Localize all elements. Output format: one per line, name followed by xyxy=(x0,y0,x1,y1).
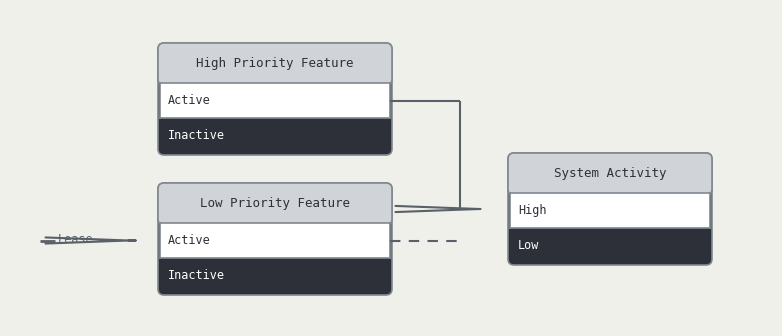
FancyBboxPatch shape xyxy=(158,43,392,85)
Text: High: High xyxy=(518,204,547,217)
Text: High Priority Feature: High Priority Feature xyxy=(196,57,353,71)
Bar xyxy=(161,75,389,85)
Bar xyxy=(161,215,389,225)
Text: Low Priority Feature: Low Priority Feature xyxy=(200,198,350,210)
Bar xyxy=(511,185,709,195)
FancyBboxPatch shape xyxy=(158,43,392,155)
Text: Active: Active xyxy=(168,234,211,247)
Bar xyxy=(160,223,390,258)
FancyBboxPatch shape xyxy=(508,153,712,195)
FancyBboxPatch shape xyxy=(508,153,712,265)
Text: Active: Active xyxy=(168,94,211,107)
Text: Low: Low xyxy=(518,239,540,252)
Text: System Activity: System Activity xyxy=(554,168,666,180)
FancyBboxPatch shape xyxy=(158,183,392,295)
Text: Inactive: Inactive xyxy=(168,269,225,282)
Text: Inactive: Inactive xyxy=(168,129,225,142)
Bar xyxy=(160,83,390,118)
FancyBboxPatch shape xyxy=(158,183,392,225)
Bar xyxy=(510,193,710,228)
Text: Lease: Lease xyxy=(58,233,94,246)
